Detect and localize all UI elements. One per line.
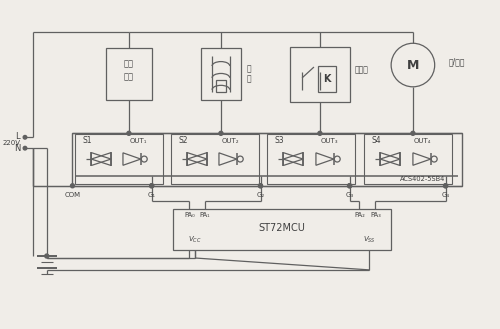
Circle shape [318, 131, 322, 135]
Text: G₄: G₄ [442, 192, 450, 198]
Text: ST72MCU: ST72MCU [259, 223, 306, 233]
Bar [201, 48, 240, 100]
Text: S4: S4 [372, 136, 381, 145]
Circle shape [23, 136, 27, 139]
Text: PA₁: PA₁ [200, 213, 210, 218]
Bar [106, 48, 152, 100]
Text: N: N [14, 144, 20, 153]
Circle shape [127, 131, 131, 135]
Text: G₁: G₁ [148, 192, 156, 198]
Text: S2: S2 [178, 136, 188, 145]
Text: S3: S3 [274, 136, 284, 145]
Text: OUT₁: OUT₁ [130, 138, 148, 144]
Text: PA₃: PA₃ [370, 213, 380, 218]
Circle shape [258, 184, 262, 188]
Text: $V_{CC}$: $V_{CC}$ [188, 235, 202, 245]
Circle shape [444, 184, 448, 188]
Circle shape [444, 184, 448, 188]
Circle shape [348, 184, 352, 188]
Circle shape [23, 146, 27, 150]
Text: 电子: 电子 [124, 59, 134, 68]
Bar [268, 134, 354, 184]
Text: 220V: 220V [2, 140, 20, 146]
Text: K: K [323, 74, 330, 84]
Text: ACS402-5SB4: ACS402-5SB4 [400, 176, 446, 182]
Circle shape [150, 184, 154, 188]
Circle shape [45, 254, 48, 258]
Bar [72, 133, 462, 186]
Text: $V_{SS}$: $V_{SS}$ [363, 235, 376, 245]
Circle shape [70, 184, 74, 188]
Text: 继电器: 继电器 [354, 65, 368, 74]
Circle shape [150, 184, 154, 188]
Bar [318, 66, 336, 92]
Text: L: L [16, 132, 20, 141]
Bar [216, 80, 226, 92]
Text: 泵/风机: 泵/风机 [448, 58, 464, 66]
Text: 门
阀: 门 阀 [246, 64, 251, 84]
Text: COM: COM [64, 192, 80, 198]
Bar [174, 209, 391, 250]
Circle shape [219, 131, 223, 135]
Text: PA₂: PA₂ [354, 213, 365, 218]
Bar [290, 47, 350, 102]
Bar [364, 134, 452, 184]
Text: S1: S1 [82, 136, 92, 145]
Bar [172, 134, 258, 184]
Text: G₂: G₂ [256, 192, 264, 198]
Circle shape [411, 131, 415, 135]
Circle shape [258, 184, 262, 188]
Text: OUT₂: OUT₂ [222, 138, 240, 144]
Text: PA₀: PA₀ [184, 213, 194, 218]
Circle shape [348, 184, 352, 188]
Text: OUT₃: OUT₃ [321, 138, 338, 144]
Text: OUT₄: OUT₄ [414, 138, 432, 144]
Text: G₃: G₃ [346, 192, 354, 198]
Text: 装置: 装置 [124, 72, 134, 81]
Text: M: M [406, 59, 419, 71]
Bar [76, 134, 162, 184]
